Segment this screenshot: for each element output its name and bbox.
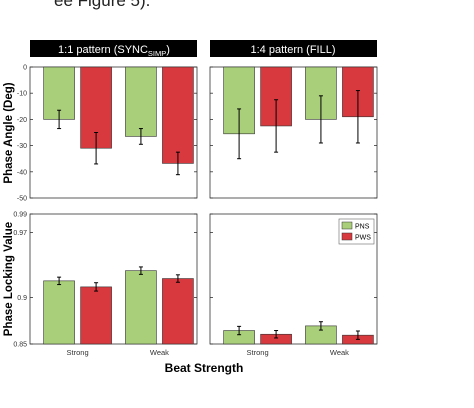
bottom-left-ytick-label: 0.85 <box>13 342 27 349</box>
right-panel-title: 1:4 pattern (FILL) <box>251 44 336 56</box>
top-left-ytick-label: -20 <box>17 117 27 124</box>
bottom-right-xtick-label: Strong <box>247 348 269 357</box>
top-left-bar-pws-weak <box>162 66 194 164</box>
bottom-left-bar-pns-weak <box>125 270 157 345</box>
top-right-axes-box <box>209 66 378 199</box>
bottom-left-bar-pws-strong <box>80 286 112 345</box>
bottom-left-xtick-label: Strong <box>67 348 89 357</box>
legend-label-pns: PNS <box>355 224 370 231</box>
bottom-left-axes-box <box>29 213 198 345</box>
bottom-right-xtick-label: Weak <box>330 348 349 357</box>
y-axis-label-bottom: Phase Locking Value <box>3 222 15 336</box>
top-left-axes-box <box>29 66 198 199</box>
x-axis-label: Beat Strength <box>165 361 244 375</box>
right-title-banner <box>210 40 377 57</box>
left-title-banner <box>30 40 197 57</box>
bottom-right-axes-box <box>209 213 378 345</box>
page-caption: ee Figure 5). <box>54 0 151 10</box>
top-left-ytick-label: -40 <box>17 169 27 176</box>
bottom-left-ytick-label: 0.9 <box>17 295 27 302</box>
bottom-left-xtick-label: Weak <box>150 348 169 357</box>
y-axis-label-top: Phase Angle (Deg) <box>3 82 15 183</box>
top-left-ytick-label: -50 <box>17 196 27 203</box>
legend-swatch-pns <box>341 221 353 230</box>
legend-swatch-pws <box>341 232 353 241</box>
top-left-ytick-label: 0 <box>23 65 27 72</box>
bottom-left-ytick-label: 0.97 <box>13 230 27 237</box>
bottom-left-ytick-label: 0.99 <box>13 212 27 219</box>
top-left-ytick-label: -10 <box>17 91 27 98</box>
top-left-bar-pns-weak <box>125 66 157 137</box>
left-panel-title: 1:1 pattern (SYNCSIMP) <box>58 44 170 58</box>
bottom-left-bar-pns-strong <box>43 280 75 345</box>
bottom-left-bar-pws-weak <box>162 278 194 345</box>
top-left-ytick-label: -30 <box>17 143 27 150</box>
legend-label-pws: PWS <box>355 235 371 242</box>
